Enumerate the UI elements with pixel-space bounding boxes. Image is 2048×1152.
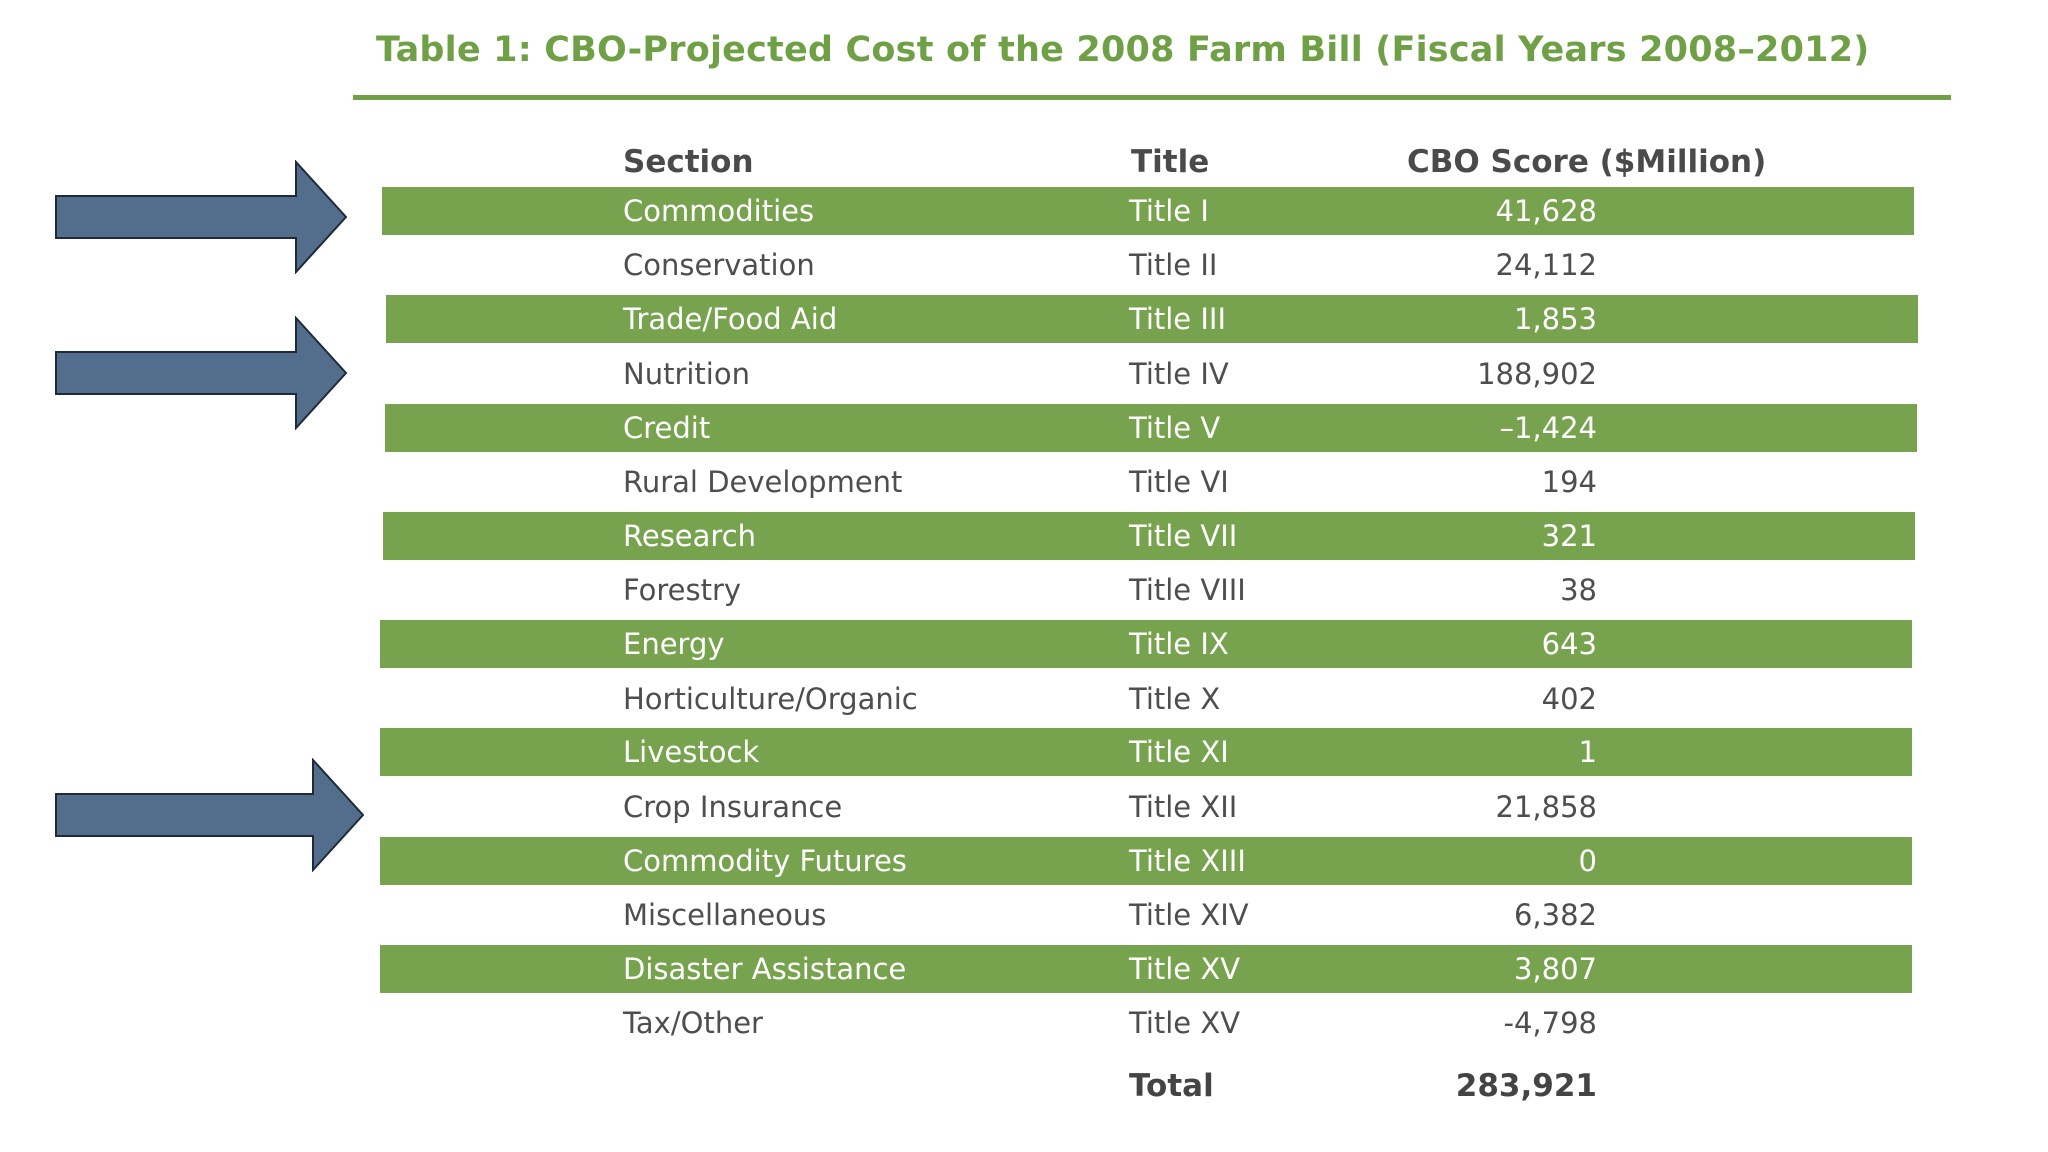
row-title: Title II xyxy=(1129,248,1218,282)
row-section: Tax/Other xyxy=(623,1006,763,1040)
row-score: 321 xyxy=(1541,519,1597,553)
row-score: 41,628 xyxy=(1495,194,1597,228)
row-score: 38 xyxy=(1560,573,1597,607)
row-title: Title I xyxy=(1129,194,1209,228)
table-row: Commodities Title I 41,628 xyxy=(382,187,1914,235)
row-section: Livestock xyxy=(623,735,760,769)
table-row: Crop Insurance Title XII 21,858 xyxy=(382,783,1914,831)
row-section: Miscellaneous xyxy=(623,898,827,932)
header-title: Title xyxy=(1131,144,1210,180)
row-score: 6,382 xyxy=(1513,898,1597,932)
right-arrow-icon xyxy=(55,758,365,872)
row-score: 402 xyxy=(1541,682,1597,716)
row-section: Forestry xyxy=(623,573,742,607)
row-section: Rural Development xyxy=(623,465,903,499)
row-score: 1,853 xyxy=(1513,302,1597,336)
row-title: Title VI xyxy=(1129,465,1229,499)
row-section: Conservation xyxy=(623,248,815,282)
table-row: Credit Title V –1,424 xyxy=(385,404,1917,452)
row-score: 3,807 xyxy=(1513,952,1597,986)
table-row: Horticulture/Organic Title X 402 xyxy=(382,675,1914,723)
total-score: 283,921 xyxy=(1455,1068,1597,1104)
header-section: Section xyxy=(623,144,754,180)
table-row: Livestock Title XI 1 xyxy=(380,728,1912,776)
table-row: Tax/Other Title XV -4,798 xyxy=(382,999,1914,1047)
row-score: 194 xyxy=(1541,465,1597,499)
row-title: Title IX xyxy=(1129,627,1229,661)
row-title: Title VII xyxy=(1129,519,1238,553)
row-section: Commodity Futures xyxy=(623,844,907,878)
row-score: 1 xyxy=(1578,735,1597,769)
table-row: Rural Development Title VI 194 xyxy=(382,458,1914,506)
row-section: Horticulture/Organic xyxy=(623,682,918,716)
row-title: Title XI xyxy=(1129,735,1229,769)
row-title: Title III xyxy=(1129,302,1227,336)
row-score: 24,112 xyxy=(1495,248,1597,282)
row-section: Commodities xyxy=(623,194,815,228)
row-title: Title XII xyxy=(1129,790,1238,824)
table-row: Miscellaneous Title XIV 6,382 xyxy=(382,891,1914,939)
table-row: Disaster Assistance Title XV 3,807 xyxy=(380,945,1912,993)
row-title: Title V xyxy=(1129,411,1221,445)
table-row: Research Title VII 321 xyxy=(383,512,1915,560)
row-score: 21,858 xyxy=(1495,790,1597,824)
row-title: Title XV xyxy=(1129,1006,1241,1040)
row-section: Crop Insurance xyxy=(623,790,843,824)
row-title: Title IV xyxy=(1129,357,1229,391)
row-section: Credit xyxy=(623,411,711,445)
row-score: –1,424 xyxy=(1499,411,1597,445)
row-section: Nutrition xyxy=(623,357,750,391)
row-score: 643 xyxy=(1541,627,1597,661)
total-row: Total 283,921 xyxy=(382,1062,1914,1110)
total-label: Total xyxy=(1129,1068,1214,1104)
row-title: Title X xyxy=(1129,682,1221,716)
row-section: Disaster Assistance xyxy=(623,952,907,986)
right-arrow-icon xyxy=(55,316,348,430)
table-row: Nutrition Title IV 188,902 xyxy=(382,350,1914,398)
row-score: 188,902 xyxy=(1477,357,1597,391)
row-title: Title XV xyxy=(1129,952,1241,986)
title-divider xyxy=(353,95,1951,100)
right-arrow-icon xyxy=(55,160,348,274)
table-title: Table 1: CBO-Projected Cost of the 2008 … xyxy=(376,30,1870,70)
row-score: -4,798 xyxy=(1503,1006,1598,1040)
table-row: Commodity Futures Title XIII 0 xyxy=(380,837,1912,885)
header-score: CBO Score ($Million) xyxy=(1407,144,1767,180)
row-score: 0 xyxy=(1578,844,1597,878)
row-section: Trade/Food Aid xyxy=(623,302,838,336)
row-section: Research xyxy=(623,519,757,553)
row-title: Title VIII xyxy=(1129,573,1246,607)
table-row: Trade/Food Aid Title III 1,853 xyxy=(386,295,1918,343)
row-title: Title XIII xyxy=(1129,844,1246,878)
table-row: Forestry Title VIII 38 xyxy=(382,566,1914,614)
table-row: Energy Title IX 643 xyxy=(380,620,1912,668)
row-title: Title XIV xyxy=(1129,898,1249,932)
row-section: Energy xyxy=(623,627,725,661)
table-row: Conservation Title II 24,112 xyxy=(382,241,1914,289)
